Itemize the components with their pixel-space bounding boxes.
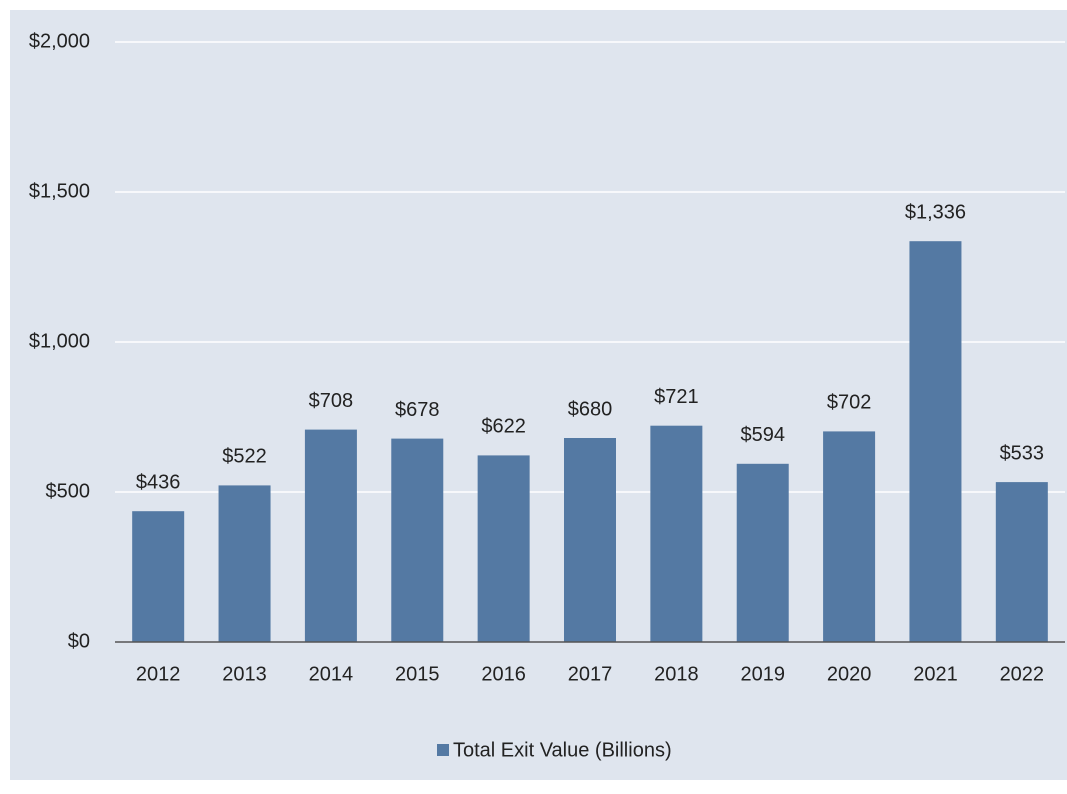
bar bbox=[304, 429, 357, 642]
legend-swatch bbox=[437, 744, 449, 756]
x-tick-label: 2021 bbox=[913, 663, 958, 685]
y-tick-label: $2,000 bbox=[29, 30, 90, 52]
data-label: $721 bbox=[654, 386, 699, 408]
data-label: $678 bbox=[395, 399, 440, 421]
y-tick-label: $500 bbox=[46, 480, 91, 502]
bar bbox=[477, 455, 530, 642]
data-label: $436 bbox=[136, 471, 181, 493]
data-label: $702 bbox=[827, 392, 872, 414]
data-label: $680 bbox=[568, 398, 613, 420]
x-tick-label: 2013 bbox=[222, 663, 267, 685]
x-tick-label: 2020 bbox=[827, 663, 872, 685]
data-label: $622 bbox=[481, 416, 526, 438]
bar bbox=[218, 485, 271, 642]
x-tick-label: 2019 bbox=[740, 663, 785, 685]
data-label: $708 bbox=[309, 390, 354, 412]
bar bbox=[650, 425, 703, 642]
data-label: $1,336 bbox=[905, 201, 966, 223]
data-label: $533 bbox=[1000, 442, 1045, 464]
x-tick-label: 2017 bbox=[568, 663, 613, 685]
bar bbox=[909, 241, 962, 642]
x-tick-label: 2014 bbox=[309, 663, 354, 685]
data-label: $522 bbox=[222, 446, 267, 468]
bar bbox=[736, 463, 789, 642]
bar bbox=[823, 431, 876, 642]
x-tick-label: 2012 bbox=[136, 663, 181, 685]
bar bbox=[391, 438, 444, 642]
x-tick-label: 2018 bbox=[654, 663, 699, 685]
x-tick-label: 2015 bbox=[395, 663, 440, 685]
bar bbox=[995, 482, 1048, 642]
y-tick-label: $1,500 bbox=[29, 180, 90, 202]
chart-background bbox=[10, 10, 1067, 780]
bar bbox=[564, 438, 616, 642]
x-tick-label: 2022 bbox=[1000, 663, 1045, 685]
x-tick-label: 2016 bbox=[481, 663, 526, 685]
y-tick-label: $1,000 bbox=[29, 330, 90, 352]
bar bbox=[132, 511, 185, 642]
data-label: $594 bbox=[740, 424, 785, 446]
legend-label: Total Exit Value (Billions) bbox=[453, 739, 672, 761]
y-tick-label: $0 bbox=[68, 630, 90, 652]
